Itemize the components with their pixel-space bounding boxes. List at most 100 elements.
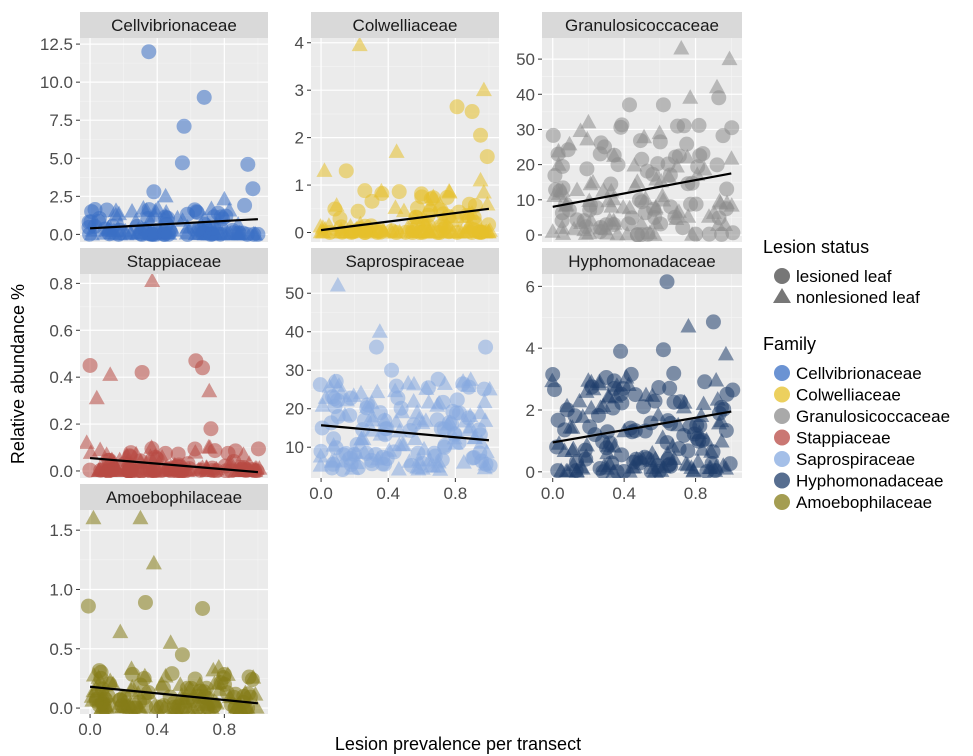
data-point-triangle	[659, 445, 676, 460]
data-point-circle	[645, 166, 661, 182]
data-point-circle	[393, 400, 409, 416]
data-point-triangle	[138, 454, 155, 469]
data-point-triangle	[92, 441, 109, 457]
data-point-triangle	[88, 389, 105, 405]
data-point-triangle	[145, 554, 162, 570]
x-tick-label: 0.4	[612, 484, 636, 503]
data-point-circle	[328, 440, 344, 456]
data-point-circle	[701, 226, 717, 242]
data-point-circle	[643, 464, 659, 478]
data-point-triangle	[709, 78, 725, 94]
data-point-triangle	[615, 199, 632, 214]
data-point-circle	[141, 44, 157, 60]
data-point-circle	[420, 380, 436, 396]
data-point-triangle	[606, 147, 623, 162]
y-tick-label: 2	[295, 129, 304, 148]
data-point-circle	[420, 207, 436, 223]
data-point-triangle	[441, 413, 458, 429]
data-point-triangle	[93, 699, 110, 714]
data-point-triangle	[395, 202, 412, 218]
trend-line	[552, 410, 732, 444]
data-point-triangle	[579, 130, 596, 146]
data-point-triangle	[463, 205, 480, 220]
x-tick-label: 0.0	[309, 484, 333, 503]
y-tick-label: 30	[516, 120, 535, 139]
y-tick-label: 4	[526, 339, 535, 358]
lesion-legend-label-nonlesioned: nonlesioned leaf	[796, 288, 920, 307]
data-point-triangle	[479, 195, 496, 211]
data-point-triangle	[655, 458, 672, 474]
data-point-triangle	[637, 190, 654, 205]
data-point-circle	[705, 314, 721, 330]
data-point-circle	[711, 90, 727, 106]
data-point-circle	[550, 146, 566, 162]
data-point-triangle	[592, 399, 609, 414]
data-point-circle	[240, 156, 256, 172]
facet-strip	[311, 248, 499, 274]
data-point-triangle	[417, 412, 434, 427]
x-tick-label: 0.8	[444, 484, 468, 503]
data-point-triangle	[713, 412, 730, 428]
data-point-triangle	[544, 223, 561, 238]
data-point-triangle	[388, 143, 405, 158]
data-point-circle	[655, 342, 671, 358]
data-point-triangle	[420, 394, 437, 409]
facet-panel-granulosicoccaceae: Granulosicoccaceae 0 10 20 30 40 50	[516, 12, 742, 245]
data-point-circle	[659, 274, 675, 290]
facet-strip-label: Saprospiraceae	[345, 252, 464, 271]
data-point-triangle	[438, 217, 455, 232]
y-tick-label: 4	[295, 34, 304, 53]
trend-line	[89, 456, 259, 474]
facet-strip	[80, 12, 268, 38]
y-tick-label: 1.0	[49, 580, 73, 599]
data-point-circle	[146, 184, 162, 200]
data-point-circle	[372, 224, 388, 240]
y-tick-label: 5.0	[49, 149, 73, 168]
data-point-triangle	[626, 177, 643, 193]
data-point-circle	[250, 441, 266, 457]
data-point-circle	[671, 441, 687, 457]
family-key-swatch	[774, 429, 790, 446]
y-tick-label: 0.0	[49, 225, 73, 244]
data-point-circle	[237, 700, 253, 714]
data-point-circle	[699, 464, 715, 478]
data-point-triangle	[80, 434, 95, 449]
facet-panel-amoebophilaceae: Amoebophilaceae 0.0 0.5 1.0 1.5 0.0 0.4 0.8	[49, 484, 268, 739]
data-point-triangle	[438, 224, 455, 239]
data-point-triangle	[166, 699, 183, 714]
data-point-circle	[613, 343, 629, 359]
data-point-triangle	[572, 122, 589, 137]
data-point-triangle	[328, 197, 345, 212]
data-point-triangle	[157, 187, 174, 203]
family-legend-title: Family	[763, 334, 816, 354]
data-point-circle	[122, 463, 138, 478]
data-point-circle	[195, 360, 211, 376]
data-point-triangle	[432, 461, 449, 476]
y-tick-label: 20	[516, 156, 535, 175]
data-point-triangle	[481, 380, 498, 396]
data-point-triangle	[136, 667, 153, 683]
y-tick-label: 0	[526, 226, 535, 245]
data-point-circle	[597, 139, 613, 155]
data-point-triangle	[679, 148, 696, 164]
data-point-triangle	[223, 455, 240, 470]
data-point-circle	[350, 460, 366, 476]
data-point-circle	[550, 463, 566, 478]
y-tick-label: 0.0	[49, 699, 73, 718]
data-point-triangle	[103, 224, 120, 240]
facet-panel-colwelliaceae: Colwelliaceae 0 1 2 3 4	[295, 12, 499, 243]
data-point-triangle	[562, 418, 579, 434]
data-point-triangle	[475, 81, 492, 97]
data-point-triangle	[210, 659, 227, 674]
data-point-circle	[179, 680, 195, 696]
data-point-triangle	[603, 182, 620, 198]
data-point-triangle	[583, 211, 600, 227]
data-point-triangle	[654, 429, 671, 444]
data-point-circle	[725, 225, 741, 241]
data-point-circle	[479, 149, 495, 165]
data-point-triangle	[405, 375, 422, 391]
data-point-circle	[356, 412, 372, 428]
data-point-circle	[473, 127, 489, 143]
points-layer	[544, 40, 741, 242]
data-point-circle	[478, 339, 494, 355]
